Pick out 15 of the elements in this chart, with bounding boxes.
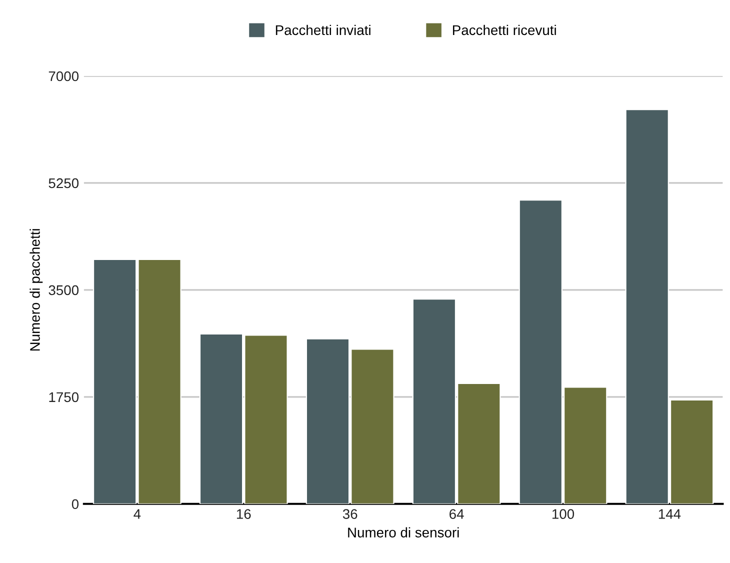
legend-label: Pacchetti inviati bbox=[276, 24, 370, 36]
y-tick-label: 3500 bbox=[48, 285, 79, 296]
x-tick-label: 36 bbox=[342, 509, 358, 519]
legend-label: Pacchetti ricevuti bbox=[453, 24, 556, 36]
y-tick-label: 0 bbox=[72, 499, 79, 510]
y-tick-label: 1750 bbox=[49, 392, 79, 402]
x-tick-label: 64 bbox=[450, 509, 464, 519]
x-tick-label: 4 bbox=[134, 509, 141, 519]
x-tick-label: 144 bbox=[658, 509, 681, 519]
x-axis-title: Numero di sensori bbox=[348, 527, 459, 538]
x-tick-label: 100 bbox=[552, 509, 574, 519]
x-tick-label: 16 bbox=[236, 509, 251, 519]
y-axis-title: Numero di pacchetti bbox=[30, 229, 43, 351]
y-tick-label: 7000 bbox=[48, 71, 79, 82]
y-tick-label: 5250 bbox=[48, 178, 79, 188]
